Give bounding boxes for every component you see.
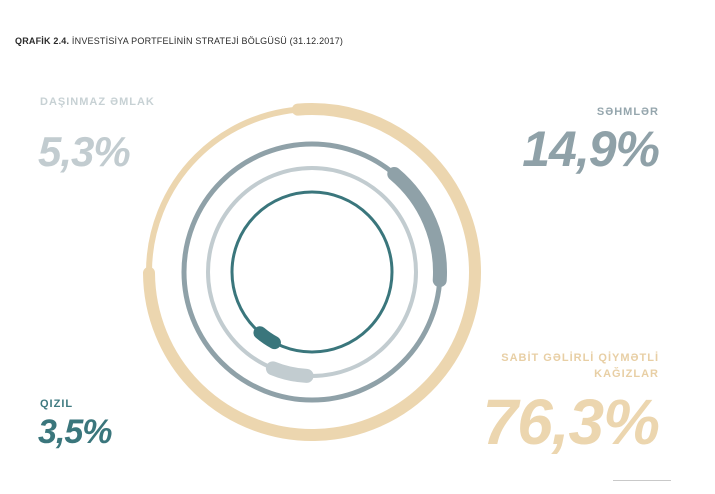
ring-arc-stocks bbox=[387, 166, 447, 288]
legend-label-stocks: SƏHMLƏR bbox=[596, 106, 659, 118]
chart-title: QRAFİK 2.4. İNVESTİSİYA PORTFELİNİN STRA… bbox=[15, 36, 343, 46]
footer-divider bbox=[613, 480, 671, 481]
ring-arc-gold bbox=[253, 326, 281, 350]
data-label-fixed-income: 76,3% bbox=[482, 386, 660, 458]
ring-arc-fixed-income bbox=[143, 103, 481, 441]
legend-label-fixed-income: SABİT GƏLİRLİ QİYMƏTLİ KAĞIZLAR bbox=[501, 352, 659, 380]
data-label-gold: 3,5% bbox=[38, 413, 112, 451]
legend-label-real-estate: DAŞINMAZ ƏMLAK bbox=[40, 96, 155, 108]
legend-label-gold: QIZIL bbox=[40, 398, 74, 410]
ring-track-gold bbox=[230, 190, 394, 354]
chart-title-prefix: QRAFİK 2.4. bbox=[15, 36, 70, 46]
data-label-real-estate: 5,3% bbox=[38, 128, 131, 175]
chart-title-text: İNVESTİSİYA PORTFELİNİN STRATEJİ BÖLGÜSÜ… bbox=[71, 36, 344, 46]
ring-track-real-estate bbox=[206, 166, 418, 378]
ring-arc-real-estate bbox=[265, 361, 314, 383]
data-label-stocks: 14,9% bbox=[522, 121, 660, 177]
